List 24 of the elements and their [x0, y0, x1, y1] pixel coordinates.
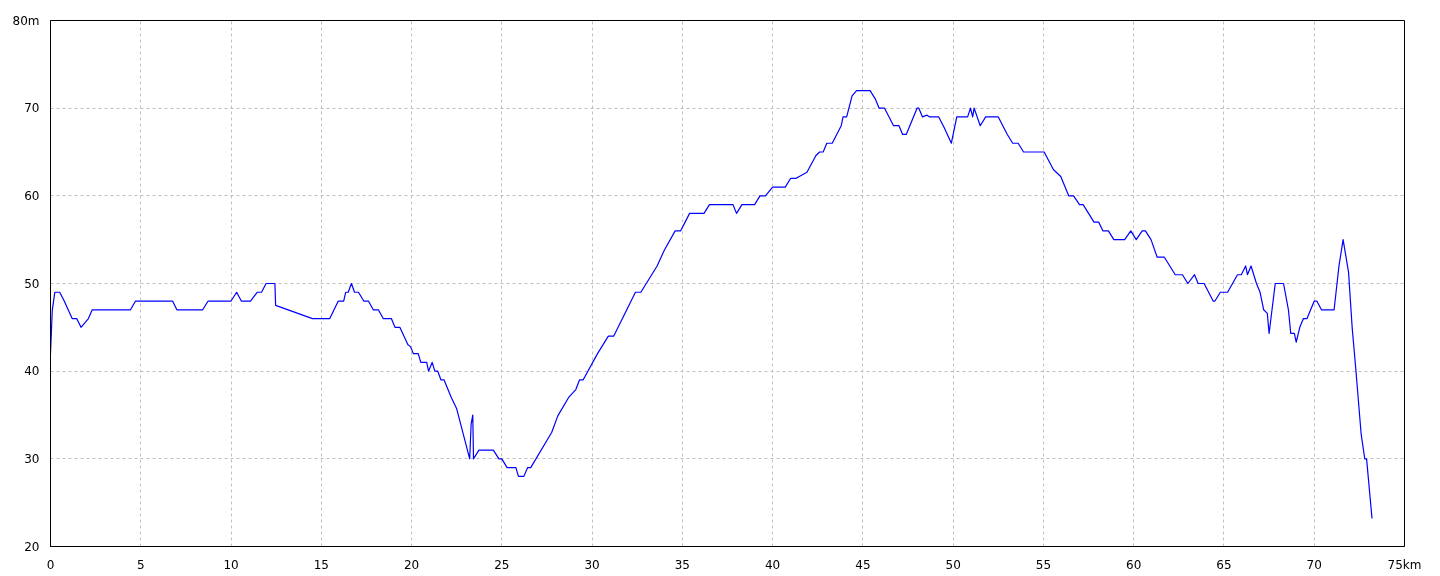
y-tick-label: 60 [24, 188, 40, 203]
y-tick-label: 30 [24, 451, 40, 466]
y-tick-label: 70 [24, 101, 40, 116]
x-tick-label: 50 [945, 557, 961, 572]
x-tick-label: 0 [46, 557, 55, 572]
x-tick-label: 5 [136, 557, 145, 572]
line-series [50, 90, 1373, 520]
x-tick-label: 25 [494, 557, 510, 572]
x-tick-label: 20 [403, 557, 420, 572]
y-tick-label: 20 [24, 539, 40, 554]
y-tick-label: 50 [24, 276, 40, 291]
x-tick-label: 55 [1035, 557, 1052, 572]
x-tick-label: 60 [1126, 557, 1142, 572]
x-tick-label: 10 [223, 557, 239, 572]
x-tick-label: 35 [674, 557, 691, 572]
y-tick-label: 40 [24, 364, 40, 379]
x-tick-label: 70 [1306, 557, 1322, 572]
x-tick-label: 40 [765, 557, 781, 572]
x-tick-label: 65 [1216, 557, 1232, 572]
y-tick-label: 80m [12, 13, 40, 28]
x-tick-label: 45 [855, 557, 871, 572]
x-tick-label: 30 [584, 557, 600, 572]
x-tick-label: 75km [1387, 557, 1422, 572]
x-tick-label: 15 [313, 557, 329, 572]
